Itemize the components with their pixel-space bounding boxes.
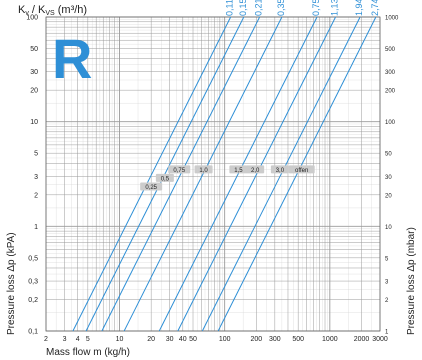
presetting-tag-label-2: 0,75 xyxy=(173,168,185,174)
kv-label-2: 0,215 xyxy=(254,0,264,16)
chart-header: Kv / KVS (m³/h) xyxy=(18,4,87,17)
presetting-tags: 0,25 0,50,75 1,0 1,5 2,0 3,0 offen xyxy=(140,165,315,191)
y-tick-label-right: 1 xyxy=(385,330,389,336)
kv-line-4 xyxy=(158,16,318,332)
presetting-tag-label-4: 1,5 xyxy=(234,168,243,174)
kv-line-3 xyxy=(123,16,283,332)
kvs-subscript: VS xyxy=(45,10,55,17)
y-tick-label-left: 3 xyxy=(34,174,38,181)
x-tick-label: 300 xyxy=(269,336,281,343)
kv-line-0 xyxy=(72,16,232,332)
y-tick-label-right: 5 xyxy=(385,256,389,262)
x-axis-label: Mass flow m (kg/h) xyxy=(46,347,130,358)
y-tick-label-left: 20 xyxy=(30,88,38,95)
kv-line-2 xyxy=(101,16,261,332)
x-tick-label: 1000 xyxy=(322,336,338,343)
y-tick-label-right: 300 xyxy=(385,70,396,76)
y-tick-label-right: 2 xyxy=(385,298,389,304)
x-tick-labels: 2 3 4 5 10 20 30 40 50 100 200 300 500 1000 2000 3000 xyxy=(44,336,388,343)
presetting-tag-label-0: 0,25 xyxy=(145,185,157,191)
x-tick-label: 30 xyxy=(166,336,174,343)
y-tick-label-left: 50 xyxy=(30,46,38,53)
y-tick-label-right: 3 xyxy=(385,280,389,286)
minor-grid xyxy=(46,17,380,331)
y-tick-label-left: 10 xyxy=(30,119,38,126)
y-tick-label-left: 0,2 xyxy=(28,297,38,304)
x-tick-label: 2000 xyxy=(354,336,370,343)
y-tick-label-right: 1000 xyxy=(385,16,399,22)
kv-labels: 0,114 0,152 0,215 0,350 0,755 1,134 1,940 2,740 xyxy=(225,0,380,16)
x-tick-label: 2 xyxy=(44,336,48,343)
x-tick-label: 40 xyxy=(179,336,187,343)
x-tick-label: 5 xyxy=(86,336,90,343)
x-tick-label: 3 xyxy=(63,336,67,343)
x-tick-label: 4 xyxy=(76,336,80,343)
header-separator: / K xyxy=(29,4,46,16)
presetting-tag-box-5 xyxy=(246,165,265,174)
x-tick-label: 100 xyxy=(219,336,231,343)
kv-label-0: 0,114 xyxy=(225,0,235,16)
plot-frame xyxy=(45,16,381,332)
x-tick-label: 10 xyxy=(116,336,124,343)
kv-subscript: v xyxy=(25,10,29,17)
series-badge-letter: R xyxy=(52,27,92,90)
y-tick-label-left: 100 xyxy=(26,15,38,22)
x-tick-label: 20 xyxy=(147,336,155,343)
presetting-tag-box-0 xyxy=(140,182,163,191)
presetting-tag-box-1 xyxy=(155,173,174,182)
y-tick-label-right: 100 xyxy=(385,120,396,126)
y-tick-labels-right: 1 2 3 5 10 20 30 50 100 200 300 500 1000 xyxy=(385,16,399,336)
y-tick-label-left: 30 xyxy=(30,69,38,76)
presetting-tag-label-3: 1,0 xyxy=(199,168,208,174)
presetting-tag-box-3 xyxy=(194,165,213,174)
kv-line-5 xyxy=(177,16,337,332)
y-tick-label-right: 200 xyxy=(385,89,396,95)
presetting-tag-label-5: 2,0 xyxy=(251,168,260,174)
presetting-tag-box-2 xyxy=(168,165,191,174)
presetting-tag-box-4 xyxy=(229,165,248,174)
y-tick-label-right: 500 xyxy=(385,47,396,53)
y-tick-label-left: 0,5 xyxy=(28,255,38,262)
y-tick-label-right: 20 xyxy=(385,193,392,199)
y-tick-label-left: 1 xyxy=(34,224,38,231)
y-tick-label-right: 30 xyxy=(385,175,392,181)
presetting-tag-label-6: 3,0 xyxy=(276,168,285,174)
kv-label-3: 0,350 xyxy=(276,0,286,16)
x-tick-label: 50 xyxy=(189,336,197,343)
kv-lines xyxy=(72,16,377,332)
y-tick-label-left: 0,3 xyxy=(28,279,38,286)
x-tick-label: 500 xyxy=(292,336,304,343)
x-tick-label: 3000 xyxy=(372,336,388,343)
y-axis-label-right: Pressure loss Δp (mbar) xyxy=(406,227,417,335)
presetting-tag-label-7: offen xyxy=(295,168,308,174)
kv-line-7 xyxy=(217,16,377,332)
y-tick-label-left: 0,1 xyxy=(28,329,38,336)
y-axis-label-left: Pressure loss Δp (kPA) xyxy=(6,232,17,335)
kv-label-4: 0,755 xyxy=(311,0,321,16)
y-tick-label-right: 10 xyxy=(385,225,392,231)
kv-label-7: 2,740 xyxy=(370,0,380,16)
y-tick-label-right: 50 xyxy=(385,152,392,158)
kv-label-5: 1,134 xyxy=(330,0,340,16)
y-tick-labels-left: 0,1 0,2 0,3 0,5 1 2 3 5 10 20 30 50 100 xyxy=(26,15,38,336)
kv-line-6 xyxy=(201,16,361,332)
presetting-tag-box-7 xyxy=(288,165,315,174)
header-unit: (m³/h) xyxy=(55,4,87,16)
kv-symbol: K xyxy=(18,4,26,16)
presetting-tag-label-1: 0,5 xyxy=(161,176,170,182)
y-tick-label-left: 5 xyxy=(34,151,38,158)
x-tick-label: 200 xyxy=(250,336,262,343)
presetting-tag-box-6 xyxy=(270,165,289,174)
kv-label-1: 0,152 xyxy=(238,0,248,16)
kv-label-6: 1,940 xyxy=(354,0,364,16)
y-tick-label-left: 2 xyxy=(34,192,38,199)
